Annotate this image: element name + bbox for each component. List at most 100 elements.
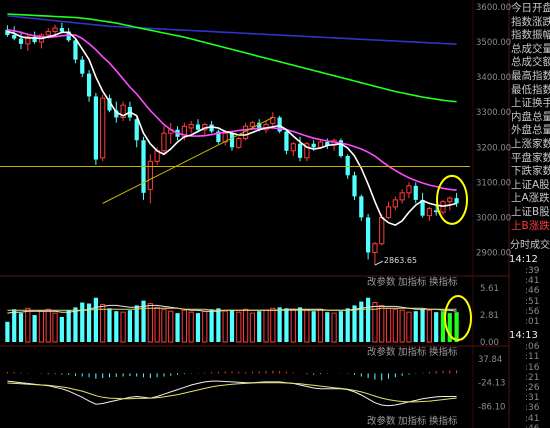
volume-bar	[317, 308, 324, 343]
volume-bar	[18, 313, 24, 342]
add-indicator-button[interactable]: 加指标	[398, 415, 427, 427]
stat-label: 总成交额	[511, 56, 550, 69]
add-indicator-button[interactable]: 加指标	[398, 276, 427, 288]
volume-bar	[114, 311, 119, 342]
volume-bar	[257, 311, 262, 342]
volume-bar	[372, 302, 378, 343]
volume-bar	[25, 307, 31, 343]
switch-indicator-button[interactable]: 换指标	[429, 346, 458, 358]
volume-bar	[100, 303, 106, 343]
volume-bar	[154, 306, 160, 343]
tick-second-label: :56	[525, 306, 540, 317]
volume-panel: 5.61 2.81 0.00	[5, 284, 499, 348]
low-marker-label: 2863.65	[384, 256, 417, 265]
candle-body	[372, 243, 378, 253]
volume-bar	[277, 307, 282, 342]
candle-body	[236, 138, 242, 148]
volume-bar	[134, 305, 139, 342]
candle-body	[379, 216, 385, 245]
indicator-toolbar[interactable]: 改参数 加指标 换指标	[367, 346, 458, 358]
change-params-button[interactable]: 改参数	[367, 346, 396, 358]
candle-body	[209, 124, 214, 132]
candle-body	[454, 198, 459, 204]
volume-axis-label: 2.81	[480, 311, 499, 321]
candle-body	[73, 40, 78, 60]
change-params-button[interactable]: 改参数	[367, 276, 396, 288]
price-axis-label: 3100.00	[476, 178, 511, 188]
tick-section-title: 分时成交	[510, 240, 550, 251]
candle-body	[434, 210, 439, 213]
switch-indicator-button[interactable]: 换指标	[429, 415, 458, 427]
price-axis-label: 2900.00	[476, 248, 511, 258]
tick-second-label: :16	[525, 362, 540, 373]
volume-bar	[38, 310, 45, 343]
volume-axis-label: 5.61	[480, 284, 499, 294]
volume-bar	[141, 300, 146, 342]
volume-bar	[222, 310, 228, 343]
macd-panel: 37.84 -24.13 -86.10	[6, 355, 505, 413]
volume-bar	[304, 309, 310, 343]
candle-body	[399, 192, 405, 201]
candle-body	[59, 28, 64, 32]
candle-body	[284, 131, 289, 151]
candle-body	[107, 98, 112, 111]
candle-body	[32, 36, 37, 43]
volume-bar	[175, 313, 180, 342]
stat-label: 最高指数	[511, 70, 550, 82]
volume-bar	[359, 301, 364, 342]
volume-bar	[413, 311, 418, 342]
candle-body	[5, 29, 10, 36]
volume-bar	[284, 308, 289, 342]
volume-bar	[331, 312, 337, 343]
volume-bar	[379, 304, 385, 343]
indicator-toolbar[interactable]: 改参数 加指标 换指标	[367, 276, 458, 288]
annotations: 2863.65	[0, 117, 470, 266]
candle-body	[195, 124, 201, 130]
volume-bar	[59, 316, 64, 342]
tick-time-header: 14:13	[509, 330, 538, 342]
volume-bar	[338, 311, 344, 342]
tick-time-header: 14:12	[509, 254, 538, 265]
candlestick-series	[5, 22, 459, 266]
indicator-toolbar[interactable]: 改参数 加指标 换指标	[367, 415, 458, 427]
volume-bar	[352, 305, 357, 342]
volume-bar	[93, 297, 98, 342]
stat-label: 上涨家数	[511, 138, 550, 150]
candle-body	[18, 38, 24, 44]
candle-body	[290, 143, 296, 152]
tick-second-label: :41	[525, 413, 540, 424]
candle-body	[325, 142, 330, 146]
volume-bar	[12, 309, 17, 342]
switch-indicator-button[interactable]: 换指标	[429, 276, 458, 288]
low-marker-pointer	[374, 260, 384, 266]
candle-body	[52, 27, 58, 33]
candle-body	[249, 122, 256, 127]
candle-body	[270, 116, 276, 124]
stat-label: 下跌家数	[511, 165, 550, 178]
candle-body	[359, 196, 364, 218]
stat-label: 上证A股	[511, 178, 550, 191]
change-params-button[interactable]: 改参数	[367, 415, 396, 427]
highlight-circle-volume	[444, 295, 472, 341]
add-indicator-button[interactable]: 加指标	[398, 346, 427, 358]
volume-bar	[202, 310, 208, 343]
volume-axis-label: 0.00	[480, 338, 499, 348]
moving-average-lines	[7, 13, 457, 226]
price-axis-label: 3200.00	[476, 143, 511, 153]
candle-body	[161, 132, 167, 152]
price-axis-label: 3600.00	[476, 3, 511, 13]
volume-bar	[399, 309, 405, 343]
candle-body	[120, 104, 126, 118]
candle-body	[352, 175, 357, 197]
volume-bar	[181, 309, 187, 343]
volume-bar	[406, 311, 412, 343]
candle-body	[229, 133, 235, 148]
tick-second-label: :36	[525, 403, 540, 414]
volume-bar	[366, 297, 371, 342]
macd-dea-line	[7, 382, 457, 403]
tick-second-label: :11	[525, 352, 540, 363]
highlight-circle-price	[436, 174, 468, 225]
tick-second-label: :41	[525, 276, 540, 287]
